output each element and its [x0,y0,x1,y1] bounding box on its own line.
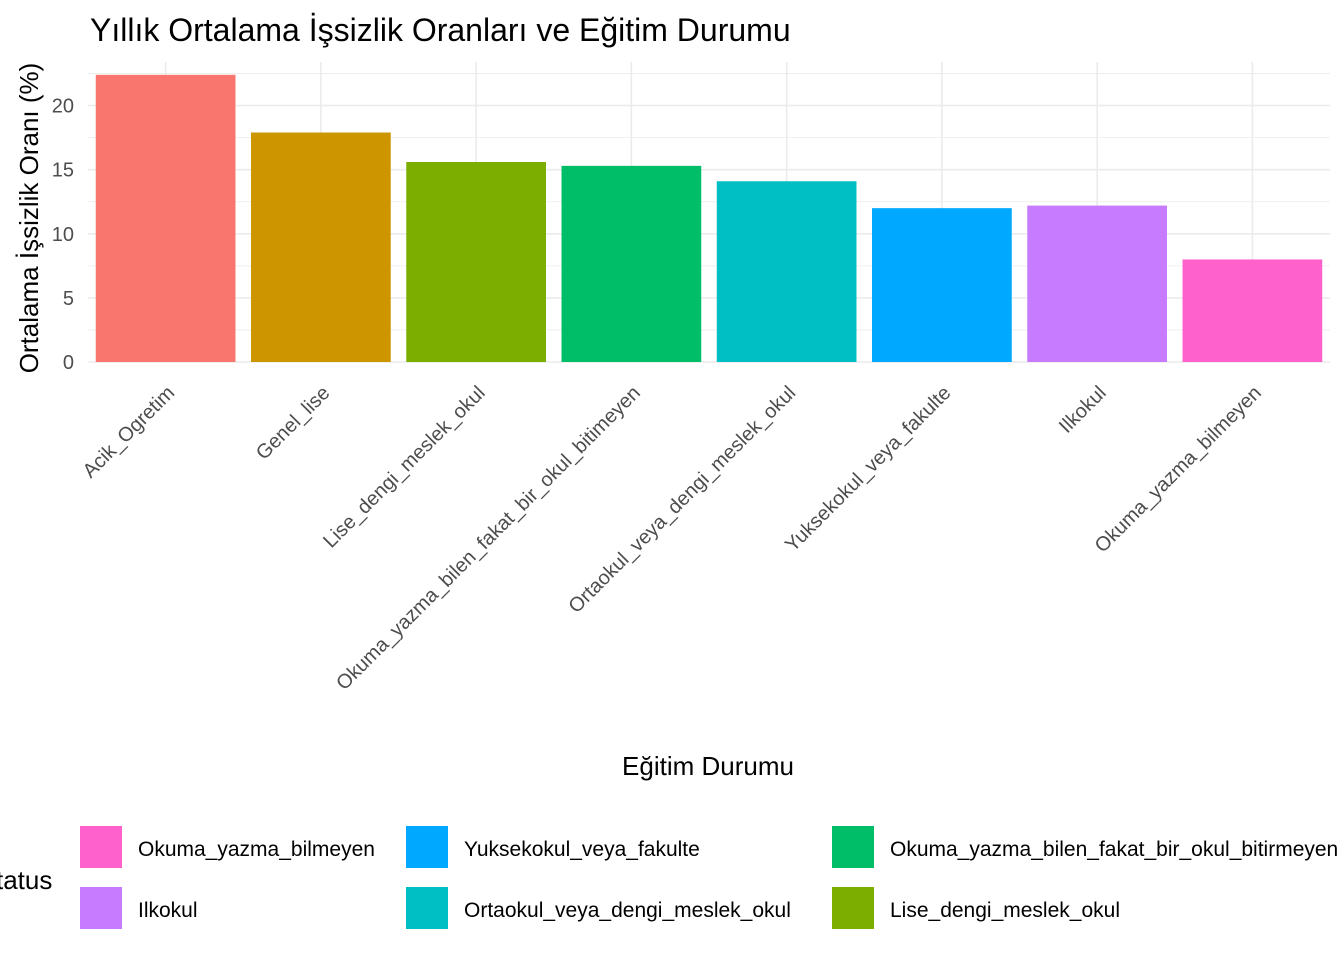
legend-label: Okuma_yazma_bilmeyen [138,838,375,861]
x-tick-label: Lise_dengi_meslek_okul [319,382,489,552]
bar [406,162,546,362]
legend-label: Ilkokul [138,899,198,922]
legend-swatch [406,826,448,868]
x-tick-label: Acik_Ogretim [79,382,179,482]
y-tick-label: 15 [52,160,74,182]
legend-swatch [832,826,874,868]
bar [1027,205,1167,362]
legend-label: Ortaokul_veya_dengi_meslek_okul [464,899,791,922]
legend-label: Okuma_yazma_bilen_fakat_bir_okul_bitirme… [890,838,1338,861]
y-tick-label: 10 [52,224,74,246]
x-tick-label: Genel_lise [252,382,334,464]
x-axis-ticks: Acik_Ogretim Genel_liseLise_dengi_meslek_… [79,382,1266,695]
legend-swatch [406,887,448,929]
legend: Okuma_yazma_bilmeyen Ilkokul Yuksekokul_ve… [80,826,1338,929]
legend-swatch [832,887,874,929]
bars [95,74,1323,363]
bar [561,165,702,362]
bar [716,181,857,362]
x-tick-label: Ilkokul [1055,382,1111,438]
bar [251,132,391,362]
x-tick-label: Okuma_yazma_bilmeyen [1091,382,1266,557]
legend-swatch [80,887,122,929]
x-tick-label: Okuma_yazma_bilen_fakat_bir_okul_bitimey… [332,382,645,695]
bar [1182,259,1323,362]
y-tick-label: 5 [63,288,74,310]
legend-swatch [80,826,122,868]
y-tick-label: 0 [63,352,74,374]
x-tick-label: Yuksekokul_veya_fakulte [781,382,955,556]
y-axis-ticks: 0 5 10 15 20 [52,96,74,374]
y-tick-label: 20 [52,96,74,118]
bar [872,208,1012,362]
bar [95,74,236,363]
y-axis-title: Ortalama İşsizlik Oranı (%) [14,63,44,374]
legend-label: Yuksekokul_veya_fakulte [464,838,700,861]
x-axis-title: Eğitim Durumu [622,751,794,781]
legend-title: tatus [0,865,52,895]
legend-label: Lise_dengi_meslek_okul [890,899,1120,922]
chart-title: Yıllık Ortalama İşsizlik Oranları ve Eği… [90,12,791,48]
